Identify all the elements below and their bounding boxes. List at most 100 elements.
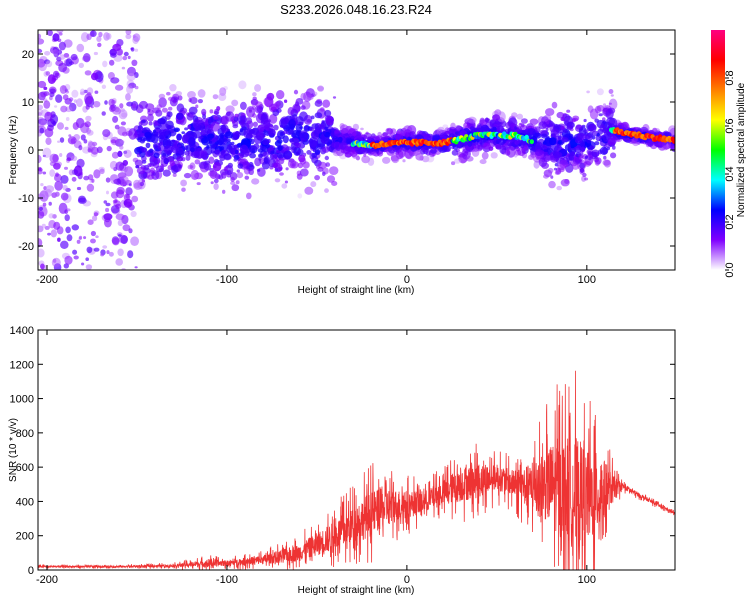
heatmap-cell [594, 105, 602, 114]
heatmap-cell [571, 161, 580, 170]
heatmap-cell [670, 144, 675, 150]
heatmap-cell [38, 206, 43, 211]
heatmap-cell [99, 168, 105, 175]
heatmap-cell [210, 121, 220, 132]
heatmap-cell [249, 153, 256, 159]
heatmap-cell [451, 149, 459, 156]
heatmap-cell [333, 150, 338, 154]
heatmap-cell [258, 153, 263, 159]
heatmap-cell [321, 146, 330, 153]
heatmap-cell [607, 137, 616, 146]
heatmap-cell [216, 134, 225, 145]
heatmap-cell [230, 181, 236, 186]
heatmap-cell [172, 99, 177, 104]
heatmap-cell [584, 135, 591, 140]
heatmap-cell [122, 160, 128, 166]
heatmap-cell [68, 134, 72, 137]
heatmap-cell [201, 136, 211, 146]
heatmap-cell [430, 148, 437, 154]
heatmap-cell [322, 131, 327, 135]
heatmap-cell [177, 144, 182, 148]
snr-x-ticks: -200 -100 0 100 [36, 330, 596, 586]
heatmap-cell [557, 163, 567, 171]
heatmap-cell [38, 38, 45, 45]
heatmap-cell [390, 152, 400, 164]
heatmap-cell [344, 151, 352, 158]
heatmap-cell [270, 150, 275, 154]
heatmap-cell [52, 121, 57, 126]
heatmap-cell [147, 149, 156, 157]
heatmap-cell [110, 77, 120, 84]
heatmap-cell [38, 48, 43, 54]
heatmap-cell [138, 126, 144, 132]
heatmap-cell [479, 159, 487, 165]
heatmap-cell [64, 90, 70, 94]
heatmap-cell [235, 131, 240, 136]
heatmap-cell [117, 172, 127, 179]
heatmap-cell [59, 137, 65, 143]
heatmap-cell [156, 104, 162, 109]
heatmap-cell [59, 54, 66, 60]
heatmap-cell [54, 105, 58, 108]
heatmap-cell [246, 192, 252, 200]
heatmap-cell [83, 89, 88, 94]
snr-panel: -200 -100 0 100 0 200 400 600 800 1000 1200 1400 H… [8, 325, 676, 596]
heatmap-cell [210, 181, 214, 185]
heatmap-cell [299, 168, 309, 177]
heatmap-cell [117, 234, 122, 237]
heatmap-cell [52, 214, 57, 219]
heatmap-cell [388, 145, 396, 154]
y-tick-label: 1200 [10, 359, 34, 371]
heatmap-cell [187, 91, 196, 99]
heatmap-cell [38, 167, 43, 172]
heatmap-cell [108, 98, 115, 107]
heatmap-cell [94, 90, 99, 94]
heatmap-cell [83, 236, 87, 240]
heatmap-cell [130, 210, 137, 218]
heatmap-cell [115, 161, 125, 171]
heatmap-cell [114, 198, 118, 203]
heatmap-cell [230, 176, 235, 183]
snr-series-line [37, 370, 676, 571]
heatmap-cell [266, 92, 275, 101]
heatmap-cell [121, 112, 128, 118]
heatmap-cell [64, 126, 69, 130]
heatmap-cell [113, 179, 117, 183]
heatmap-cell [90, 30, 97, 37]
heatmap-cell [163, 157, 169, 165]
heatmap-cell [584, 177, 589, 181]
heatmap-cell [220, 115, 229, 125]
heatmap-cell [158, 168, 164, 173]
heatmap-cell [189, 162, 196, 170]
heatmap-cell [235, 149, 239, 155]
heatmap-cell [90, 230, 96, 237]
heatmap-cell [257, 124, 266, 132]
heatmap-cell [278, 157, 285, 165]
heatmap-cell [245, 120, 254, 129]
heatmap-cell [583, 118, 587, 123]
heatmap-cell [136, 153, 141, 158]
heatmap-cell [106, 250, 110, 255]
heatmap-cell [40, 183, 44, 187]
heatmap-cell [355, 145, 364, 155]
heatmap-cell [54, 180, 63, 191]
heatmap-cell [324, 126, 328, 131]
heatmap-cell [283, 150, 293, 160]
y-tick-label: 1000 [10, 394, 34, 406]
heatmap-cell [333, 141, 341, 150]
heatmap-cell [658, 141, 664, 146]
heatmap-cell [603, 107, 609, 112]
heatmap-cell [93, 51, 98, 56]
heatmap-cell [329, 166, 339, 176]
heatmap-cell [268, 128, 276, 137]
heatmap-cell [207, 133, 215, 139]
heatmap-cell [285, 167, 289, 171]
heatmap-cell [96, 146, 103, 154]
heatmap-cell [90, 238, 96, 244]
heatmap-cell [133, 179, 141, 189]
heatmap-cell [396, 130, 401, 134]
heatmap-cell [187, 124, 192, 130]
heatmap-cell [560, 117, 565, 121]
heatmap-cell [274, 167, 278, 172]
heatmap-cell [360, 127, 364, 131]
